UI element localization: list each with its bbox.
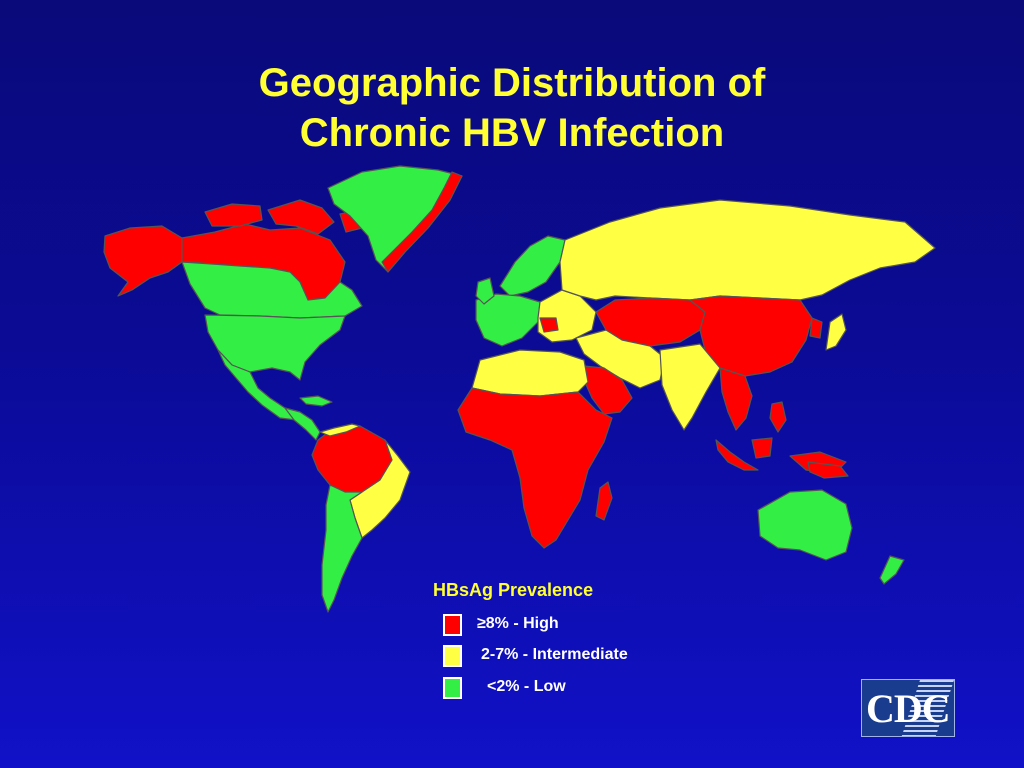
legend-label-intermediate: 2-7% - Intermediate <box>481 646 628 663</box>
region-korea <box>809 317 823 339</box>
title-line-1: Geographic Distribution of <box>258 61 766 105</box>
region-united-states <box>204 314 346 381</box>
legend-swatch-high <box>443 614 462 636</box>
region-russia <box>559 199 936 301</box>
region-australia <box>757 489 853 561</box>
region-japan <box>825 313 847 351</box>
logo-text: CDC <box>866 686 951 731</box>
region-china <box>689 295 813 377</box>
region-british-isles <box>475 277 495 305</box>
region-middle-east <box>575 329 666 389</box>
region-greenland-coast <box>381 171 463 273</box>
region-alaska <box>103 225 183 297</box>
region-scandinavia <box>499 235 566 297</box>
legend-label-high: ≥8% - High <box>477 615 559 632</box>
region-madagascar <box>595 481 613 521</box>
region-northern-south-america <box>319 423 361 437</box>
cdc-logo: CDC <box>861 679 955 737</box>
region-balkans <box>539 317 559 333</box>
region-india <box>659 343 721 431</box>
slide-title: Geographic Distribution of Chronic HBV I… <box>0 58 1024 158</box>
region-central-america <box>284 407 321 441</box>
region-southeast-asia <box>719 367 753 431</box>
region-sub-saharan-africa <box>457 387 613 549</box>
legend-swatch-low <box>443 677 462 699</box>
region-western-europe <box>475 293 541 347</box>
legend-title: HBsAg Prevalence <box>433 580 594 600</box>
region-canada <box>181 261 363 319</box>
region-caribbean <box>299 395 333 407</box>
region-new-guinea <box>807 461 849 479</box>
legend-swatch-intermediate <box>443 645 462 667</box>
region-philippines <box>769 401 787 433</box>
legend-label-low: <2% - Low <box>487 678 566 695</box>
region-southern-south-america <box>321 484 363 613</box>
title-line-2: Chronic HBV Infection <box>299 111 725 155</box>
region-arabian-peninsula <box>583 365 633 415</box>
region-north-africa <box>471 349 589 397</box>
region-new-zealand <box>879 555 905 585</box>
